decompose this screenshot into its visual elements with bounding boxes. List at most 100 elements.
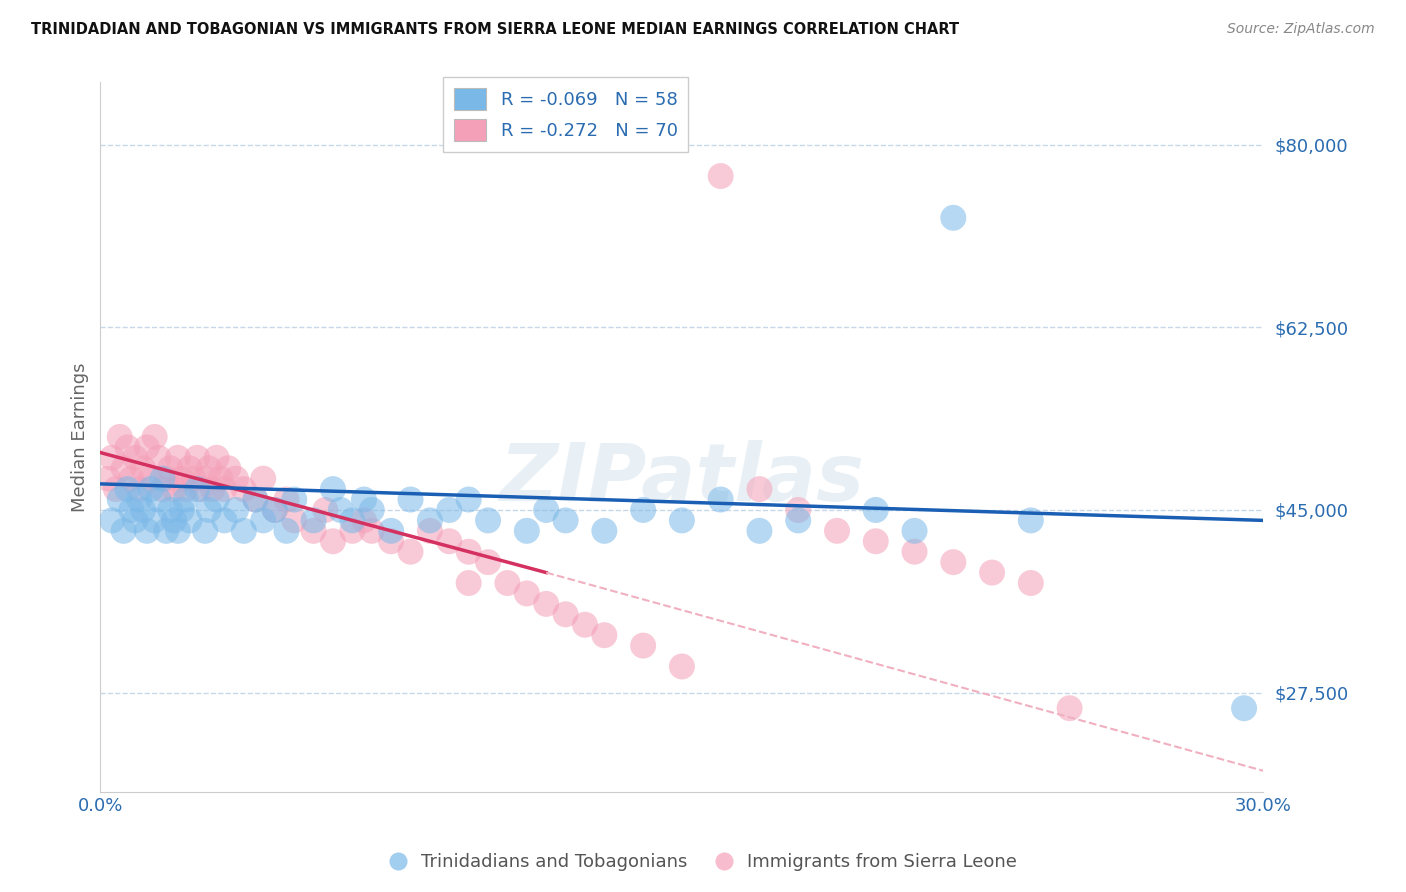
Point (477, 513, 499, 527)
Point (276, 492, 298, 507)
Point (155, 472, 177, 486)
Point (225, 503, 247, 517)
Point (942, 555, 965, 569)
Point (671, 513, 693, 527)
Point (477, 555, 499, 569)
Point (593, 524, 616, 538)
Point (205, 492, 228, 507)
Point (139, 482, 162, 496)
Point (217, 461, 239, 475)
Point (903, 545, 925, 559)
Point (104, 482, 127, 496)
Point (120, 503, 142, 517)
Point (353, 513, 375, 527)
Point (183, 472, 205, 486)
Point (353, 492, 375, 507)
Point (108, 492, 131, 507)
Point (150, 482, 173, 496)
Point (128, 492, 150, 507)
Point (128, 482, 150, 496)
Point (865, 503, 887, 517)
Point (179, 513, 201, 527)
Point (117, 441, 139, 455)
Point (302, 524, 325, 538)
Point (283, 513, 305, 527)
Point (163, 482, 186, 496)
Point (186, 450, 208, 465)
Point (710, 169, 733, 183)
Point (112, 524, 135, 538)
Point (748, 524, 770, 538)
Point (159, 503, 181, 517)
Point (143, 430, 166, 444)
Point (631, 639, 654, 653)
Point (314, 503, 336, 517)
Text: TRINIDADIAN AND TOBAGONIAN VS IMMIGRANTS FROM SIERRA LEONE MEDIAN EARNINGS CORRE: TRINIDADIAN AND TOBAGONIAN VS IMMIGRANTS… (31, 22, 959, 37)
Point (252, 472, 274, 486)
Point (787, 513, 810, 527)
Point (148, 492, 170, 507)
Point (748, 482, 770, 496)
Point (263, 503, 285, 517)
Point (214, 513, 236, 527)
Point (167, 524, 190, 538)
Point (135, 524, 157, 538)
Point (205, 450, 228, 465)
Point (190, 482, 212, 496)
Point (245, 492, 267, 507)
Point (554, 607, 576, 622)
Point (214, 482, 236, 496)
Point (631, 503, 654, 517)
Point (245, 492, 267, 507)
Point (787, 503, 810, 517)
Point (419, 524, 441, 538)
Point (439, 503, 461, 517)
Point (167, 450, 190, 465)
Point (593, 628, 616, 642)
Point (283, 492, 305, 507)
Point (671, 659, 693, 673)
Point (179, 461, 201, 475)
Point (198, 461, 221, 475)
Point (170, 503, 193, 517)
Point (380, 524, 402, 538)
Point (132, 461, 155, 475)
Point (302, 513, 325, 527)
Point (132, 503, 155, 517)
Point (276, 524, 298, 538)
Point (163, 513, 186, 527)
Point (143, 513, 166, 527)
Point (263, 503, 285, 517)
Legend: Trinidadians and Tobagonians, Immigrants from Sierra Leone: Trinidadians and Tobagonians, Immigrants… (381, 847, 1025, 879)
Point (516, 586, 538, 600)
Point (865, 534, 887, 549)
Point (457, 545, 479, 559)
Point (534, 597, 557, 611)
Point (710, 492, 733, 507)
Point (135, 441, 157, 455)
Point (825, 524, 848, 538)
Point (97, 472, 120, 486)
Point (322, 534, 344, 549)
Point (342, 524, 364, 538)
Point (457, 576, 479, 591)
Point (1019, 576, 1042, 591)
Point (198, 503, 221, 517)
Point (232, 524, 254, 538)
Point (360, 524, 382, 538)
Point (209, 472, 232, 486)
Point (194, 524, 217, 538)
Text: Source: ZipAtlas.com: Source: ZipAtlas.com (1227, 22, 1375, 37)
Point (942, 211, 965, 225)
Point (117, 482, 139, 496)
Point (170, 472, 193, 486)
Point (516, 524, 538, 538)
Point (225, 472, 247, 486)
Text: ZIPatlas: ZIPatlas (499, 441, 865, 518)
Point (554, 513, 576, 527)
Point (322, 482, 344, 496)
Point (108, 430, 131, 444)
Point (112, 461, 135, 475)
Point (399, 545, 422, 559)
Point (101, 450, 124, 465)
